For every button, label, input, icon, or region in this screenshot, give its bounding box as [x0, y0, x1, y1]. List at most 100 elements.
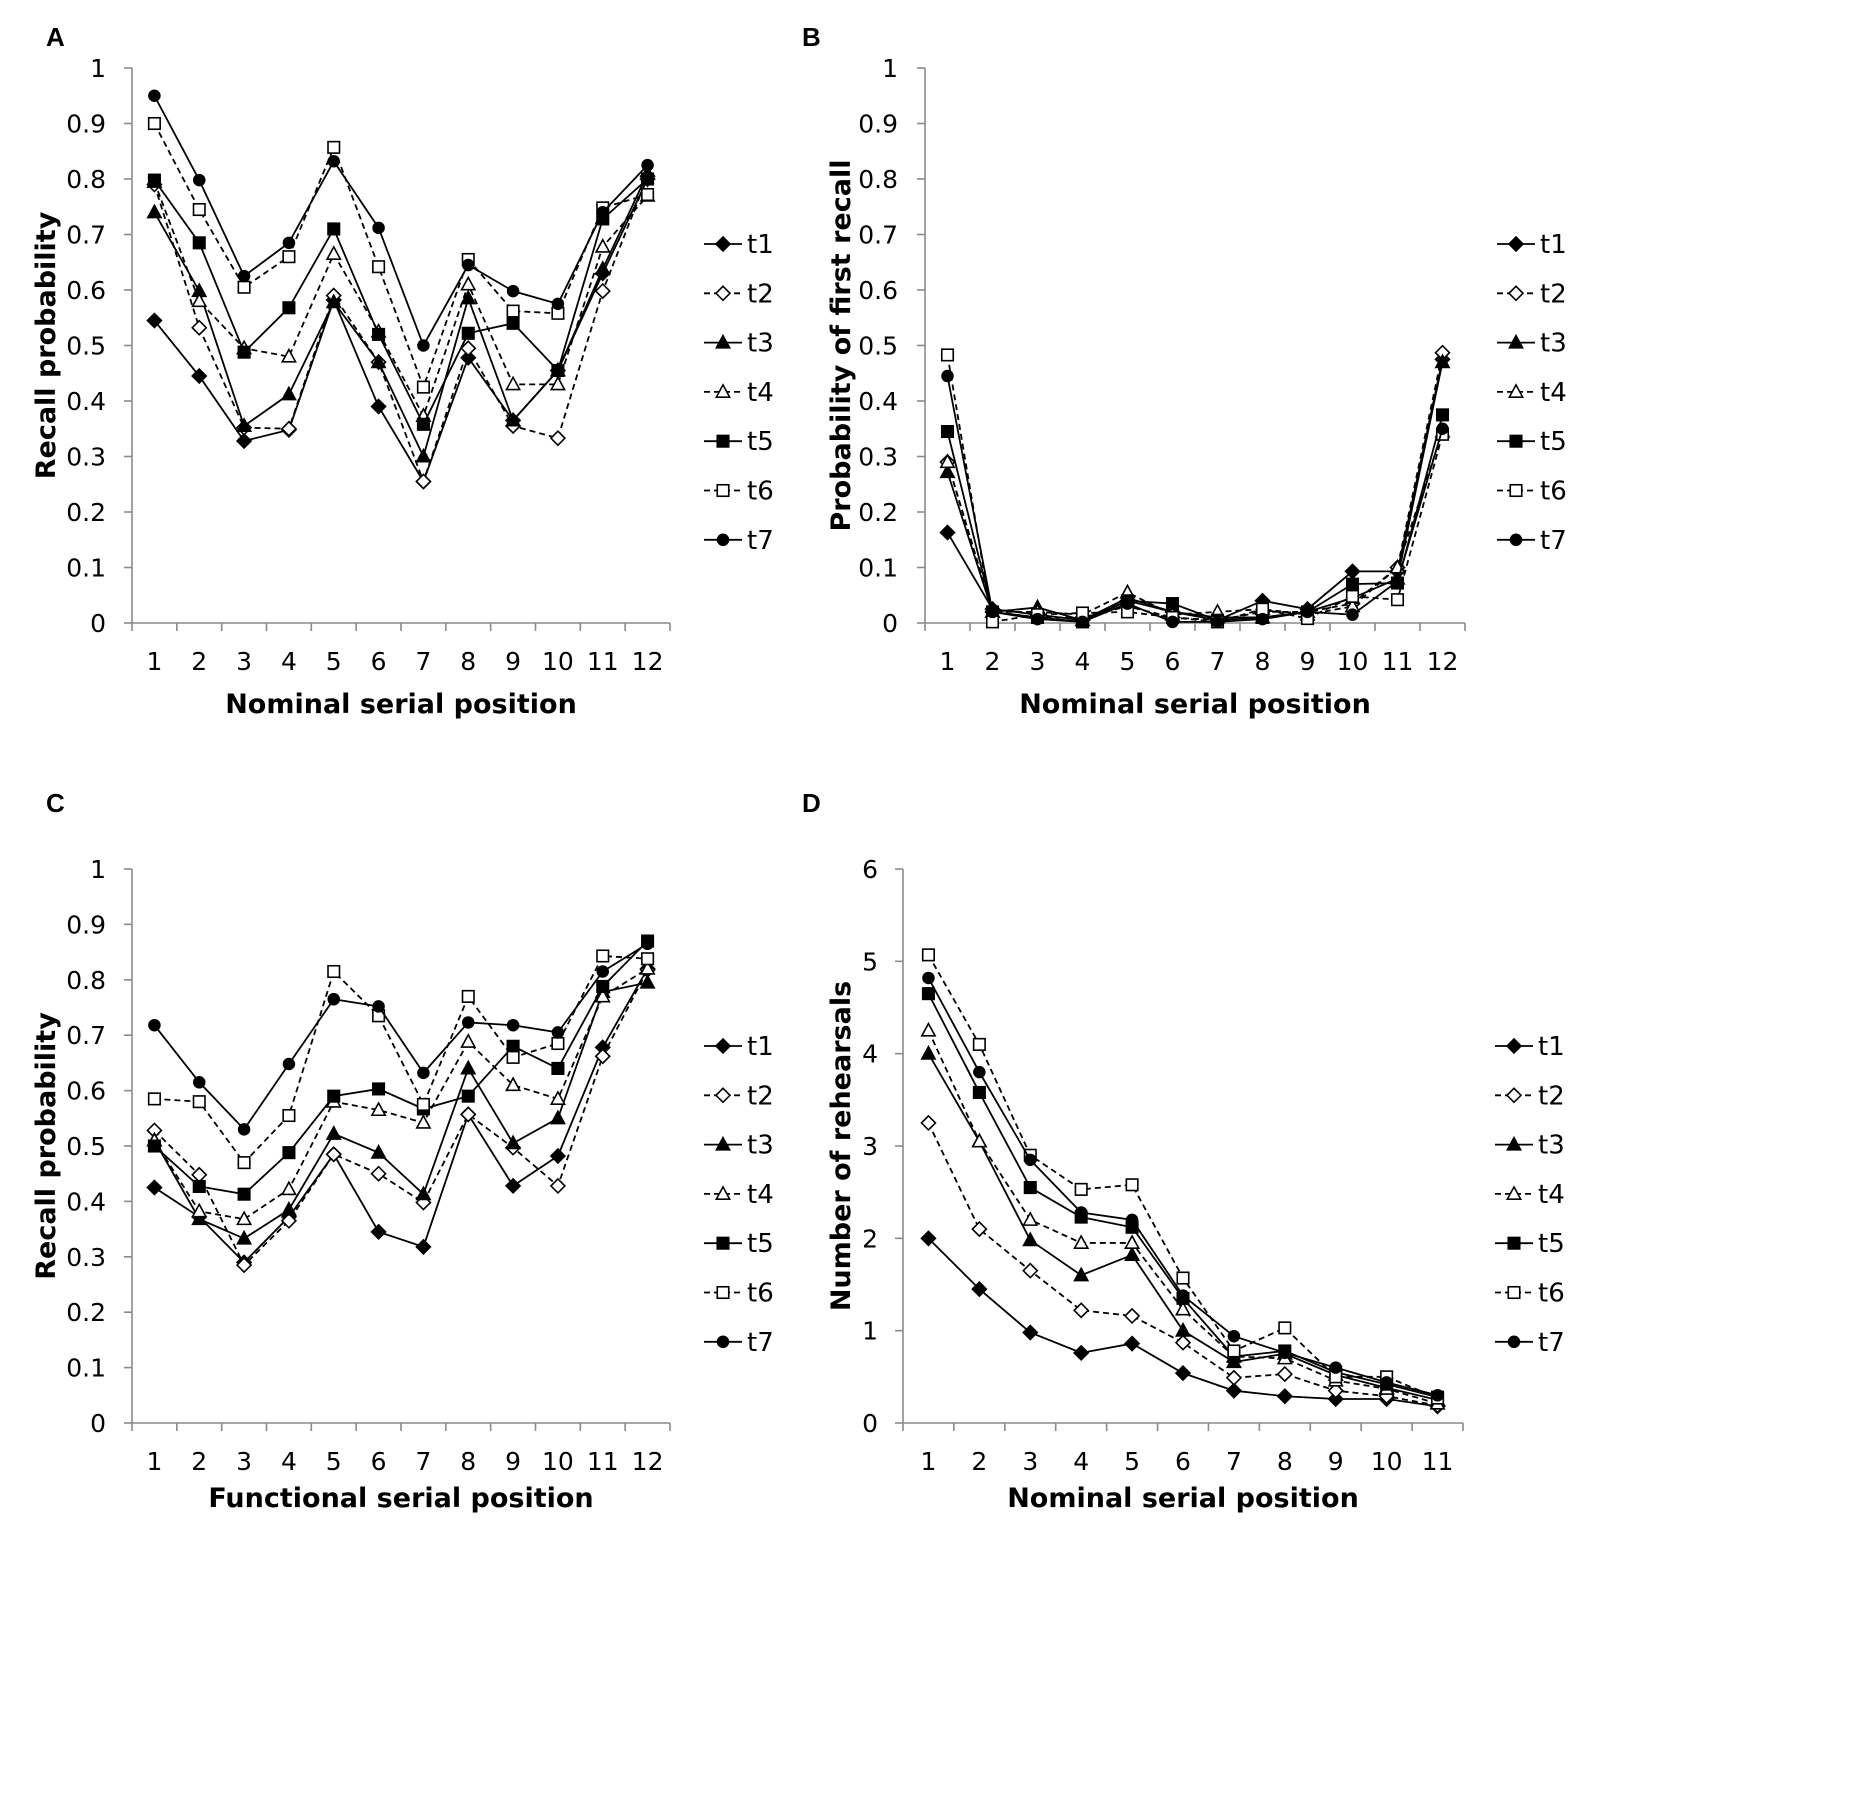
x-tick-label: 9: [505, 647, 521, 676]
series-line: [946, 375, 1444, 623]
data-point: [415, 1185, 432, 1201]
data-point: [370, 1223, 387, 1241]
data-point: [921, 987, 935, 1001]
data-point: [236, 1210, 253, 1226]
data-point: [1431, 1389, 1444, 1402]
y-tick-label: 2: [862, 1224, 878, 1253]
series-line: [153, 943, 649, 1131]
legend-marker: [1509, 483, 1523, 498]
legend-marker: [1505, 1087, 1523, 1104]
data-point: [1436, 422, 1449, 436]
data-point: [551, 1036, 565, 1051]
series-t4: [146, 960, 656, 1226]
data-point: [506, 1050, 520, 1064]
y-axis-title: Recall probability: [31, 1012, 62, 1280]
data-point: [417, 1066, 430, 1080]
y-tick-label: 1: [882, 54, 898, 83]
data-point: [1073, 1302, 1090, 1319]
legend-marker: [715, 1135, 731, 1151]
data-point: [417, 339, 430, 352]
data-point: [1022, 1231, 1039, 1247]
data-point: [146, 312, 163, 329]
data-point: [282, 1057, 296, 1071]
data-point: [920, 1044, 937, 1060]
x-tick-label: 3: [1030, 647, 1046, 676]
series-line: [946, 414, 1444, 623]
panel-B: B00.10.20.30.40.50.60.70.80.911 2 3 4 5 6 7 8 9 1…: [802, 22, 1567, 720]
data-point: [415, 1238, 432, 1255]
legend-marker: [714, 235, 732, 253]
x-tick-label: 6: [1165, 647, 1181, 676]
data-point: [594, 987, 611, 1003]
data-point: [1227, 1344, 1241, 1358]
series-t2: [146, 961, 656, 1274]
data-point: [416, 1097, 430, 1111]
legend: t1 t2 t3 t4 t5 t6 t7: [1495, 1032, 1565, 1358]
data-point: [370, 1101, 387, 1117]
legend-label: t2: [747, 1081, 774, 1111]
x-tick-label: 4: [281, 1447, 297, 1476]
data-point: [372, 327, 386, 341]
y-axis-title: Number of rehearsals: [826, 981, 857, 1311]
data-point: [641, 952, 655, 966]
x-tick-label: 12: [1427, 647, 1459, 676]
data-point: [596, 965, 610, 978]
data-point: [505, 1076, 522, 1092]
data-point: [1175, 1321, 1191, 1337]
data-point: [922, 971, 935, 985]
data-point: [370, 398, 387, 415]
series-line: [946, 431, 1444, 616]
data-point: [641, 937, 654, 951]
y-tick-label: 1: [90, 855, 106, 884]
legend-marker: [1507, 285, 1525, 302]
x-tick-label: 7: [1226, 1447, 1242, 1476]
data-point: [280, 1212, 298, 1229]
data-point: [939, 453, 956, 469]
data-point: [236, 1229, 253, 1245]
x-axis-title: Functional serial position: [208, 1483, 593, 1514]
data-point: [1278, 1346, 1292, 1360]
series-line: [153, 173, 649, 460]
panel-label: B: [802, 22, 821, 52]
data-point: [549, 1090, 566, 1105]
legend-marker: [716, 1335, 730, 1349]
legend-label: t2: [1538, 1081, 1565, 1111]
x-tick-label: 8: [460, 1447, 476, 1476]
x-tick-label: 11: [587, 647, 619, 676]
data-point: [1176, 1271, 1190, 1285]
y-tick-label: 0.3: [66, 1243, 106, 1272]
data-point: [1327, 1382, 1344, 1399]
y-tick-label: 0.3: [858, 443, 898, 472]
legend-marker: [714, 1087, 732, 1104]
legend-label: t5: [747, 427, 774, 457]
x-tick-label: 9: [1328, 1447, 1344, 1476]
data-point: [192, 1076, 206, 1089]
series-t6: [940, 348, 1450, 629]
series-t5: [147, 934, 655, 1201]
data-point: [1346, 608, 1359, 621]
x-tick-label: 5: [1124, 1447, 1140, 1476]
legend-marker: [1506, 1185, 1522, 1200]
data-point: [971, 1280, 988, 1298]
x-tick-label: 8: [1255, 647, 1271, 676]
legend-label: t7: [1538, 1328, 1565, 1358]
data-point: [921, 948, 935, 962]
legend-label: t5: [747, 1229, 774, 1259]
x-tick-label: 5: [326, 1447, 342, 1476]
data-point: [551, 1026, 565, 1039]
x-tick-label: 11: [587, 1447, 619, 1476]
y-tick-label: 1: [862, 1317, 878, 1346]
data-point: [235, 1256, 253, 1274]
y-tick-label: 0.1: [858, 554, 898, 583]
data-point: [191, 367, 208, 385]
data-point: [1345, 577, 1360, 591]
series-line: [153, 181, 649, 419]
data-point: [940, 348, 955, 362]
data-point: [191, 319, 208, 336]
legend-label: t4: [747, 1180, 774, 1210]
data-point: [549, 1177, 567, 1195]
x-tick-label: 2: [971, 1447, 987, 1476]
legend-marker: [1508, 383, 1524, 398]
y-tick-label: 0.2: [66, 498, 106, 527]
